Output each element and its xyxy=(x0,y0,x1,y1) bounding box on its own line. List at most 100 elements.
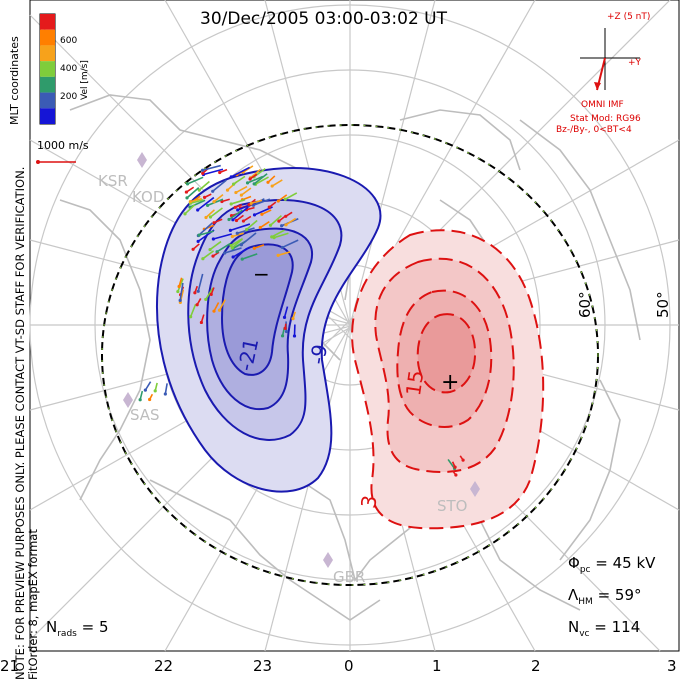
nvc-stat: Nvc = 114 xyxy=(568,618,640,639)
velocity-vector-origin xyxy=(245,228,248,231)
velocity-vector-origin xyxy=(232,255,235,258)
velocity-vector-origin xyxy=(197,234,200,237)
velocity-vector-origin xyxy=(210,293,213,296)
velocity-vector-origin xyxy=(281,334,284,337)
velocity-vector-origin xyxy=(201,169,204,172)
velocity-vector-origin xyxy=(154,389,157,392)
imf-y-label: +Y xyxy=(628,58,641,68)
velocity-vector-origin xyxy=(212,200,215,203)
velocity-vector-origin xyxy=(259,226,262,229)
contour-label-neg-9: -9 xyxy=(305,342,332,366)
velocity-vector-origin xyxy=(285,330,288,333)
velocity-vector-origin xyxy=(232,182,235,185)
velocity-vector-origin xyxy=(185,190,188,193)
radar-label-gbr: GBR xyxy=(333,568,365,586)
velocity-vector-origin xyxy=(212,237,215,240)
latitude-label-60: 60° xyxy=(576,291,594,318)
velocity-vector-origin xyxy=(189,315,192,318)
velocity-vector-origin xyxy=(226,188,229,191)
velocity-vector-origin xyxy=(453,466,456,469)
velocity-vector-origin xyxy=(201,172,204,175)
velocity-colorbar xyxy=(40,14,55,124)
velocity-vector-origin xyxy=(231,235,234,238)
velocity-vector-origin xyxy=(193,291,196,294)
imf-model: Stat Mod: RG96 xyxy=(570,114,641,124)
mlt-tick-22: 22 xyxy=(154,657,173,675)
velocity-vector-origin xyxy=(253,247,256,250)
radar-site-gbr xyxy=(323,552,333,568)
phi-pc-stat: Φpc = 45 kV xyxy=(568,554,655,575)
colorbar-cell xyxy=(40,108,55,124)
velocity-vector-origin xyxy=(139,398,142,401)
velocity-vector-origin xyxy=(283,316,286,319)
preview-note-line2: FitOrder: 8, mapEX format xyxy=(27,167,40,680)
velocity-vector-origin xyxy=(242,219,245,222)
mlt-tick-1: 1 xyxy=(432,657,442,675)
mlt-tick-21: 21 xyxy=(0,657,19,675)
velocity-vector-origin xyxy=(196,208,199,211)
imf-condition: Bz-/By-, 0<BT<4 xyxy=(556,125,632,135)
preview-note: NOTE: FOR PREVIEW PURPOSES ONLY. PLEASE … xyxy=(14,167,40,680)
velocity-vector-origin xyxy=(240,194,243,197)
velocity-vector-origin xyxy=(266,181,269,184)
legend-tick-400: 400 xyxy=(60,64,77,74)
imf-source: OMNI IMF xyxy=(581,100,624,110)
velocity-vector-origin xyxy=(253,213,256,216)
velocity-vector-origin xyxy=(183,212,186,215)
velocity-vector-origin xyxy=(240,243,243,246)
velocity-vector-origin xyxy=(250,202,253,205)
velocity-vector-origin xyxy=(179,299,182,302)
velocity-vector-origin xyxy=(189,200,192,203)
velocity-vector-origin xyxy=(234,206,237,209)
velocity-vector-origin xyxy=(201,257,204,260)
velocity-vector-origin xyxy=(293,334,296,337)
colorbar-cell xyxy=(40,14,55,30)
velocity-vector-origin xyxy=(269,224,272,227)
colorbar-cell xyxy=(40,45,55,61)
velocity-vector-origin xyxy=(200,321,203,324)
imf-z-label: +Z (5 nT) xyxy=(607,12,650,22)
velocity-vector-origin xyxy=(280,224,283,227)
velocity-vector xyxy=(165,383,167,394)
velocity-vector-origin xyxy=(196,303,199,306)
velocity-vector-origin xyxy=(281,246,284,249)
radar-label-kod: KOD xyxy=(132,188,164,206)
velocity-vector-origin xyxy=(230,175,233,178)
colorbar-cell xyxy=(40,61,55,77)
radar-label-sas: SAS xyxy=(130,406,160,424)
velocity-vector-origin xyxy=(203,196,206,199)
contour-label-pos-15: 15 xyxy=(401,369,428,398)
velocity-vector-origin xyxy=(246,181,249,184)
velocity-vector-origin xyxy=(212,310,215,313)
velocity-vector-origin xyxy=(231,218,234,221)
radar-label-ksr: KSR xyxy=(98,172,128,190)
potential-max-marker: + xyxy=(441,370,459,395)
velocity-vector-origin xyxy=(209,215,212,218)
latitude-label-50: 50° xyxy=(654,291,672,318)
nrads-stat: Nrads = 5 xyxy=(46,618,109,639)
velocity-vector-origin xyxy=(236,208,239,211)
velocity-vector-origin xyxy=(231,246,234,249)
velocity-vector-origin xyxy=(186,182,189,185)
legend-tick-200: 200 xyxy=(60,92,77,102)
mlt-tick-3: 3 xyxy=(667,657,677,675)
velocity-vector-origin xyxy=(208,248,211,251)
velocity-vector-origin xyxy=(218,171,221,174)
velocity-vector-origin xyxy=(253,182,256,185)
velocity-vector-origin xyxy=(271,184,274,187)
radar-label-sto: STO xyxy=(437,497,468,515)
velocity-vector-origin xyxy=(206,204,209,207)
mlt-tick-2: 2 xyxy=(531,657,541,675)
reference-vector-label: 1000 m/s xyxy=(37,139,89,152)
map-title: 30/Dec/2005 03:00-03:02 UT xyxy=(200,9,447,29)
velocity-vector-origin xyxy=(234,191,237,194)
velocity-vector-origin xyxy=(185,196,188,199)
velocity-vector-origin xyxy=(291,317,294,320)
velocity-vector-origin xyxy=(268,205,271,208)
velocity-vector-origin xyxy=(284,198,287,201)
colorbar-cell xyxy=(40,93,55,109)
velocity-vector-origin xyxy=(229,229,232,232)
coordinate-system-label: MLT coordinates xyxy=(8,36,21,125)
velocity-vector-origin xyxy=(212,221,215,224)
legend-tick-600: 600 xyxy=(60,36,77,46)
